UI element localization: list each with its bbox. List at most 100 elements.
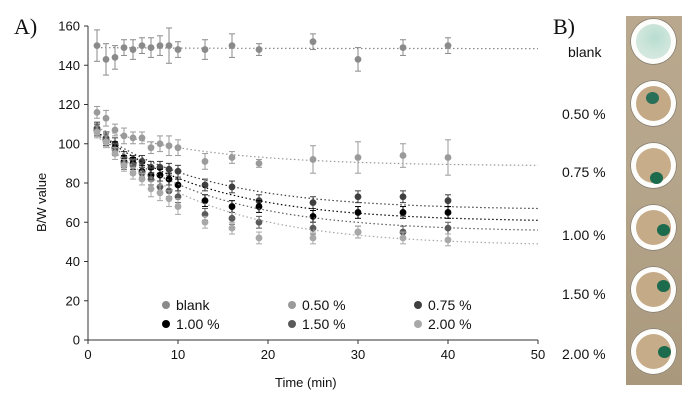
legend-marker [162,320,170,329]
data-point [147,44,155,51]
data-point [138,158,146,165]
data-point [309,212,317,220]
data-point [255,159,263,167]
data-point [111,54,119,61]
data-point [174,144,182,152]
data-point [444,42,452,50]
conc-label-100: 1.00 % [562,227,606,243]
data-point [354,209,362,216]
legend-label: 2.00 % [428,316,472,332]
y-tick-label: 20 [66,293,80,308]
legend-marker [414,320,422,329]
legend-marker [288,320,296,329]
data-point [399,152,407,159]
conc-label-075: 0.75 % [562,164,606,180]
legend-item-150: 1.50 % [288,316,346,332]
trendline-1 [96,127,538,166]
data-point [255,46,263,53]
data-point [120,44,128,51]
legend-item-075: 0.75 % [414,297,472,313]
trendline-3 [96,131,539,221]
data-point [156,140,164,148]
trendline-0 [97,47,538,50]
data-point [102,55,110,63]
data-point [165,195,173,203]
legend-marker [162,301,170,310]
data-point [129,134,137,142]
data-point [444,224,452,232]
legend-label: blank [176,297,210,313]
legend-marker [288,301,296,310]
y-tick-label: 80 [66,176,80,191]
data-point [201,218,209,226]
hydrogel-bead [650,172,663,184]
hydrogel-bead [657,224,670,236]
y-tick-label: 120 [58,97,80,112]
data-point [165,175,173,183]
data-point [201,197,209,205]
data-point [156,42,164,50]
well-150 [630,266,677,313]
panel-a-label: A) [14,14,38,39]
y-tick-label: 60 [66,215,80,230]
data-point [444,154,452,161]
data-point [174,203,182,210]
data-point [444,209,452,216]
data-point [201,46,209,53]
conc-label-150: 1.50 % [562,286,606,302]
data-point [399,44,407,51]
data-point [129,46,137,53]
hydrogel-bead [658,346,671,358]
data-point [165,42,173,50]
trendline-4 [96,133,539,231]
well-100 [630,204,677,251]
data-point [138,175,146,183]
legend-label: 1.50 % [302,316,346,332]
conc-label-blank: blank [568,44,602,60]
well-plate-photo [626,16,682,385]
y-tick-label: 160 [58,19,80,34]
data-point [201,158,209,165]
data-point [174,46,182,53]
data-point [354,154,362,161]
data-point [138,134,146,142]
data-point [354,228,362,236]
legend-item-100: 1.00 % [162,316,220,332]
data-point [309,224,317,232]
x-tick-label: 40 [441,347,455,362]
data-point [309,199,317,207]
legend-label: 1.00 % [176,316,220,332]
data-point [399,234,407,242]
data-point [111,126,119,134]
trendline-2 [96,131,539,210]
data-point [309,234,317,242]
legend-item-200: 2.00 % [414,316,472,332]
data-point [228,214,236,222]
trendline-5 [96,135,539,245]
data-point [255,218,263,226]
legend-marker [414,301,422,310]
data-point [354,193,362,201]
data-point [228,203,236,210]
data-point [399,193,407,201]
data-point [129,169,137,177]
legend-item-blank: blank [162,297,209,313]
data-point [228,183,236,191]
well-200 [630,328,677,375]
panel-b-label: B) [553,14,575,39]
data-point [156,189,164,197]
data-point [120,132,128,140]
data-point [309,38,317,46]
data-point [138,42,146,50]
x-tick-label: 20 [261,347,275,362]
data-point [228,154,236,161]
data-point [147,144,155,152]
data-point [102,138,110,146]
legend-label: 0.50 % [302,297,346,313]
data-point [156,171,164,179]
x-tick-label: 30 [351,347,365,362]
x-tick-label: 0 [84,347,91,362]
y-tick-label: 140 [58,58,80,73]
data-point [120,161,128,169]
